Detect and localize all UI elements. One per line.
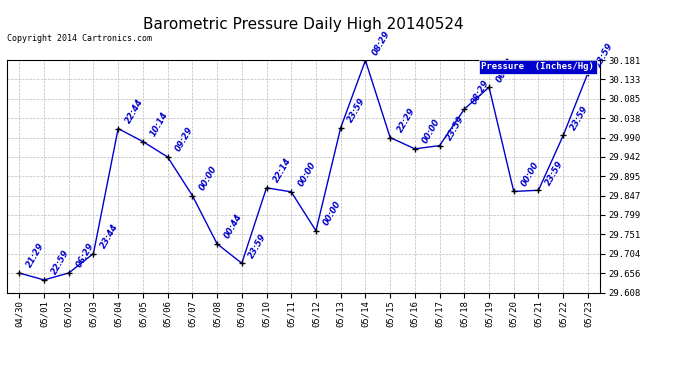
Text: 09:29: 09:29 [173, 126, 195, 153]
Text: Pressure  (Inches/Hg): Pressure (Inches/Hg) [482, 62, 594, 71]
Text: 06:29: 06:29 [75, 242, 95, 270]
Text: 22:59: 22:59 [50, 249, 71, 276]
Text: 06:14: 06:14 [495, 56, 516, 84]
Text: 00:44: 00:44 [223, 213, 244, 240]
Text: 10:14: 10:14 [148, 110, 170, 138]
Text: 00:00: 00:00 [520, 160, 540, 188]
Text: 23:44: 23:44 [99, 222, 120, 250]
Text: 00:00: 00:00 [420, 117, 442, 145]
Text: Copyright 2014 Cartronics.com: Copyright 2014 Cartronics.com [7, 34, 152, 43]
Text: 13:59: 13:59 [593, 42, 615, 69]
Text: 22:14: 22:14 [272, 156, 293, 184]
Text: Barometric Pressure Daily High 20140524: Barometric Pressure Daily High 20140524 [144, 17, 464, 32]
Text: 23:59: 23:59 [544, 159, 565, 187]
Text: 08:29: 08:29 [371, 29, 392, 57]
Text: 22:29: 22:29 [395, 106, 417, 134]
Text: 22:44: 22:44 [124, 97, 145, 125]
Text: 23:59: 23:59 [445, 114, 466, 142]
Text: 00:00: 00:00 [198, 164, 219, 192]
Text: 23:59: 23:59 [346, 96, 368, 124]
Text: 21:29: 21:29 [25, 242, 46, 270]
Text: 00:00: 00:00 [322, 200, 343, 227]
Text: 23:59: 23:59 [247, 232, 268, 260]
Text: 23:59: 23:59 [569, 104, 590, 132]
Text: 08:29: 08:29 [470, 78, 491, 105]
Text: 00:00: 00:00 [297, 160, 318, 188]
